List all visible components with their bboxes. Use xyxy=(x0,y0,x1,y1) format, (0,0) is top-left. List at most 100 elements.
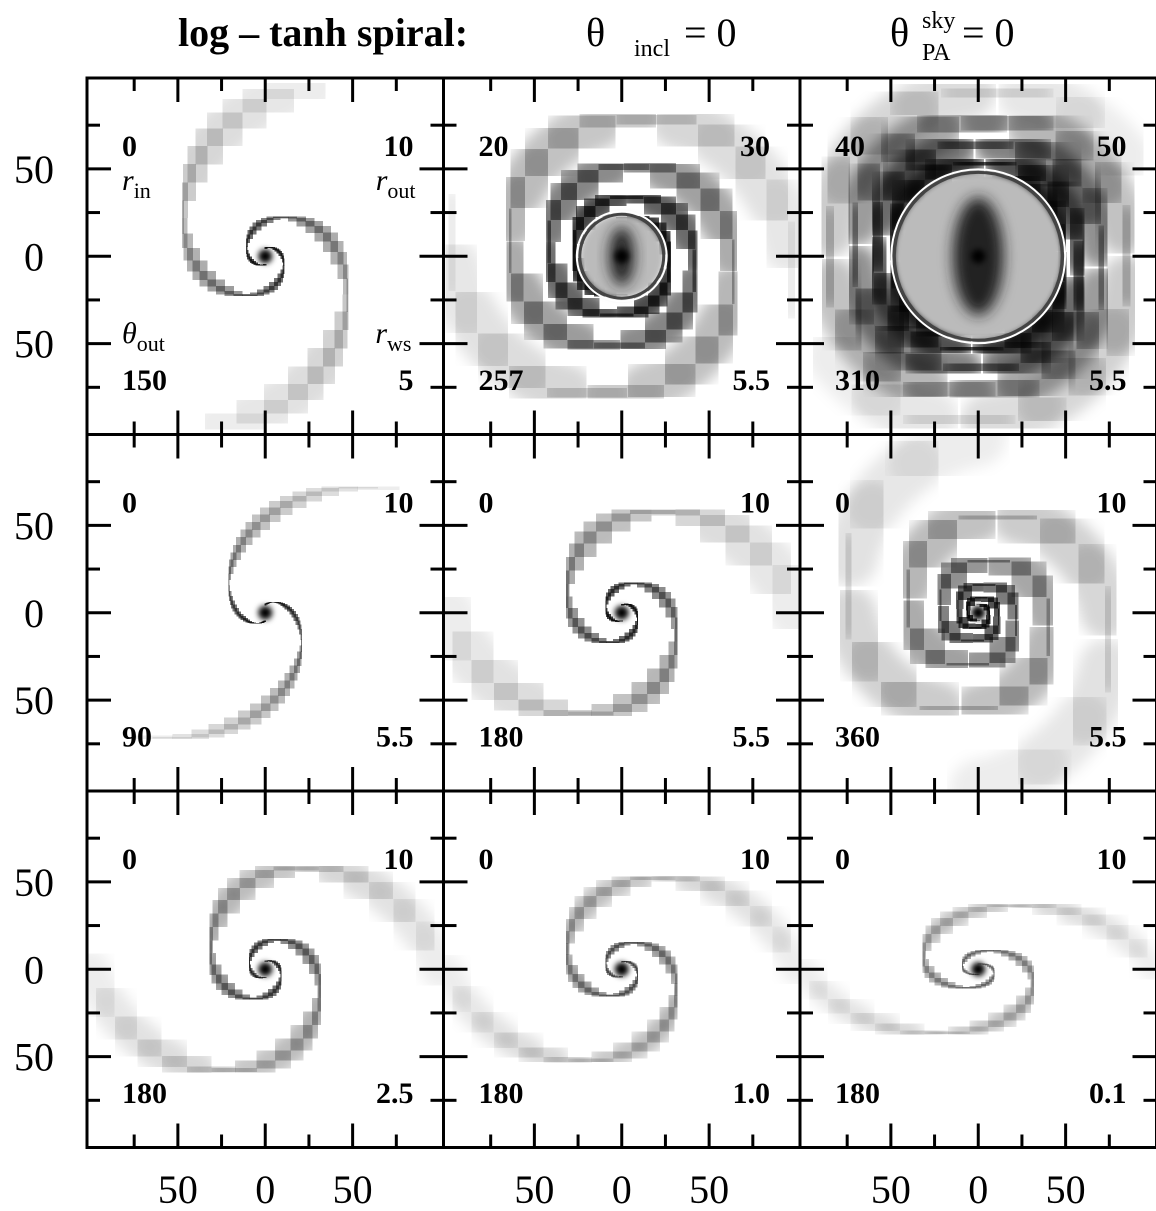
x-tick-label: 0 xyxy=(255,1167,275,1211)
spiral-arm xyxy=(443,954,478,1013)
r-in-value: 0 xyxy=(835,487,850,520)
r-in-value: 0 xyxy=(479,843,494,876)
panel: 0 10 180 1.0 50 0 50 xyxy=(442,789,802,1211)
title-symbol: θ xyxy=(586,10,605,55)
title-equation: = 0 xyxy=(962,10,1015,55)
parameter-label: θout xyxy=(122,317,165,356)
title-subscript: PA xyxy=(922,40,951,66)
spiral-arm xyxy=(443,584,492,673)
spiral-arm xyxy=(888,434,1007,492)
panel: 40 50 310 5.5 xyxy=(798,76,1156,436)
r-out-value: 10 xyxy=(740,487,770,520)
label-symbol: r xyxy=(122,164,134,197)
core xyxy=(258,962,273,977)
spiral-image xyxy=(443,484,800,741)
spiral-image xyxy=(113,459,418,767)
r-ws-value: 5.5 xyxy=(733,721,771,754)
r-ws-value: 0.1 xyxy=(1089,1077,1127,1110)
title: log – tanh spiral: xyxy=(178,10,468,55)
theta-out-value: 180 xyxy=(479,1077,524,1110)
r-ws-value: 5 xyxy=(399,364,414,397)
r-in-value: 40 xyxy=(835,130,865,163)
label-subscript: out xyxy=(137,331,165,356)
r-in-value: 20 xyxy=(479,130,509,163)
label-symbol: r xyxy=(375,317,387,350)
core xyxy=(258,249,273,264)
inner-ring-halo xyxy=(890,168,1067,345)
spiral-arm xyxy=(950,734,1069,791)
spiral-arm xyxy=(404,918,444,989)
core xyxy=(971,605,986,620)
spiral-arm xyxy=(1124,937,1156,982)
r-ws-value: 5.5 xyxy=(376,721,414,754)
parameter-label: rws xyxy=(375,317,411,356)
spiral-arm xyxy=(765,925,800,985)
r-out-value: 10 xyxy=(384,487,414,520)
y-tick-label: 50 xyxy=(14,1035,54,1080)
label-symbol: r xyxy=(376,164,388,197)
x-tick-label: 50 xyxy=(1046,1167,1086,1211)
spiral-arm xyxy=(87,950,126,1021)
spiral-arm xyxy=(113,708,191,767)
title-subscript: incl xyxy=(634,36,670,62)
r-in-value: 0 xyxy=(479,487,494,520)
theta-out-value: 257 xyxy=(479,364,524,397)
label-subscript: ws xyxy=(387,331,411,356)
parameter-label: rout xyxy=(376,164,416,203)
r-out-value: 10 xyxy=(1097,843,1127,876)
r-out-value: 10 xyxy=(740,843,770,876)
r-ws-value: 2.5 xyxy=(376,1077,414,1110)
panel: 0 10 90 5.5 50 0 50 xyxy=(14,433,445,793)
spiral-arm xyxy=(761,217,800,323)
x-tick-label: 50 xyxy=(333,1167,373,1211)
panel: 0 10 180 5.5 xyxy=(442,433,802,793)
spiral-arm xyxy=(752,552,800,641)
y-tick-label: 50 xyxy=(14,860,54,905)
theta-out-value: 360 xyxy=(835,721,880,754)
r-ws-value: 1.0 xyxy=(733,1077,771,1110)
r-ws-value: 5.5 xyxy=(1089,364,1127,397)
panel: 0 10 360 5.5 xyxy=(798,433,1156,793)
x-tick-label: 0 xyxy=(612,1167,632,1211)
x-tick-label: 50 xyxy=(689,1167,729,1211)
core xyxy=(971,962,986,977)
core xyxy=(971,249,986,264)
spiral-arm xyxy=(193,390,277,435)
y-tick-label: 0 xyxy=(24,234,44,279)
core xyxy=(614,605,629,620)
theta-out-value: 180 xyxy=(835,1077,880,1110)
spiral-arm xyxy=(443,190,482,295)
title-symbol: θ xyxy=(890,10,909,55)
y-tick-label: 50 xyxy=(14,503,54,548)
r-out-value: 10 xyxy=(1097,487,1127,520)
spiral-image xyxy=(443,91,800,422)
y-tick-label: 50 xyxy=(14,147,54,192)
panel: 0 10 180 2.5 50 0 50 50 0 50 xyxy=(14,789,445,1211)
core xyxy=(614,962,629,977)
y-tick-label: 50 xyxy=(14,678,54,723)
spiral-image xyxy=(443,863,800,1075)
title-equation: = 0 xyxy=(684,10,737,55)
inner-ring xyxy=(892,170,1064,342)
spiral-arm xyxy=(1049,88,1150,185)
r-in-value: 0 xyxy=(122,130,137,163)
theta-out-value: 310 xyxy=(835,364,880,397)
spiral-image xyxy=(802,78,1155,435)
y-tick-label: 0 xyxy=(24,591,44,636)
inner-ring xyxy=(578,212,666,300)
r-out-value: 10 xyxy=(384,130,414,163)
x-tick-label: 50 xyxy=(514,1167,554,1211)
r-out-value: 30 xyxy=(740,130,770,163)
inner-ring-halo xyxy=(575,210,668,303)
r-ws-value: 5.5 xyxy=(1089,721,1127,754)
spiral-arm xyxy=(339,459,418,518)
x-tick-label: 50 xyxy=(871,1167,911,1211)
r-ws-value: 5.5 xyxy=(733,364,771,397)
panel: 0 10 180 0.1 50 0 50 xyxy=(798,789,1156,1211)
spiral-image xyxy=(159,78,372,435)
theta-out-value: 180 xyxy=(479,721,524,754)
theta-out-value: 150 xyxy=(122,364,167,397)
